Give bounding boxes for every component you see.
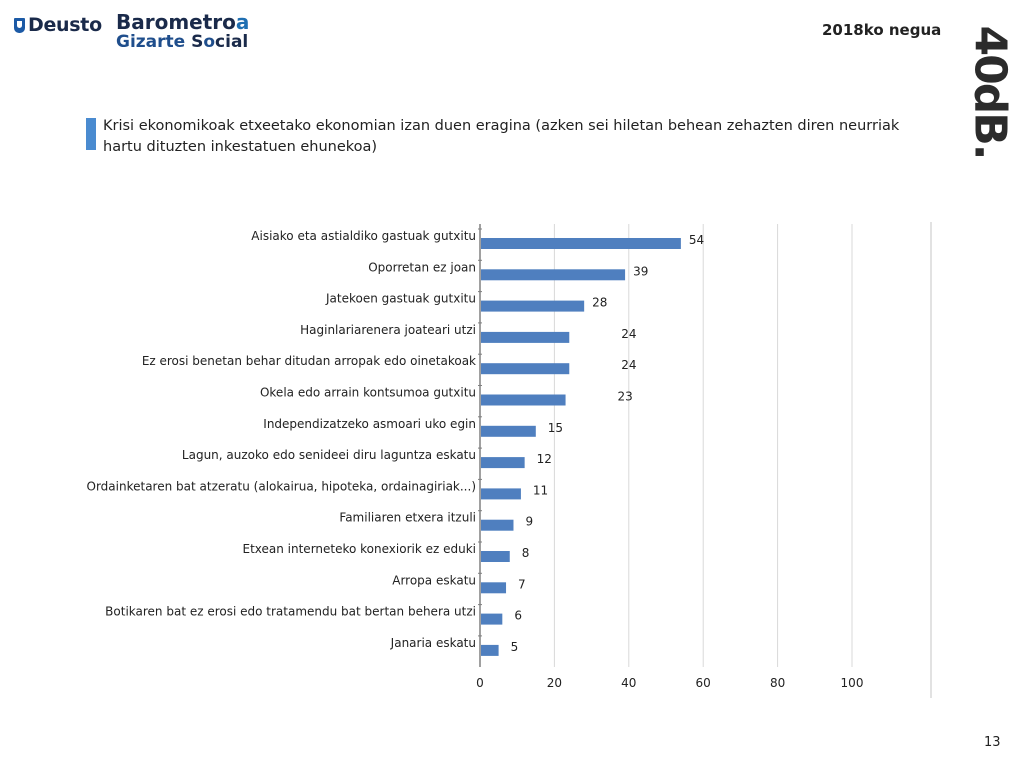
barometro-text: Barometro <box>116 10 236 34</box>
value-label: 7 <box>518 577 526 591</box>
x-tick-label: 80 <box>770 676 785 690</box>
bar <box>481 551 510 562</box>
barometro-logo: Barometroa Gizarte Social <box>116 12 249 51</box>
chart-gridlines <box>478 222 932 698</box>
bar <box>481 238 681 249</box>
value-label: 9 <box>525 515 533 529</box>
chart-x-tick-labels: 0 20 40 60 80 100 <box>476 676 863 690</box>
category-label: Aisiako eta astialdiko gastuak gutxitu <box>251 229 476 243</box>
bar <box>481 488 521 500</box>
deusto-logo: Deusto <box>14 14 102 36</box>
x-tick-label: 0 <box>476 676 484 690</box>
category-label: Ordainketaren bat atzeratu (alokairua, h… <box>87 479 477 493</box>
bar <box>481 519 514 531</box>
category-label: Botikaren bat ez erosi edo tratamendu ba… <box>105 605 476 619</box>
category-label: Janaria eskatu <box>390 636 476 650</box>
slide-title: Krisi ekonomikoak etxeetako ekonomian iz… <box>103 118 900 155</box>
bar <box>481 582 507 594</box>
bar <box>481 457 525 469</box>
bar <box>481 269 626 281</box>
value-label: 11 <box>533 483 548 497</box>
chart-value-labels: 54 39 28 24 24 23 15 12 11 9 8 7 6 5 <box>511 233 705 654</box>
category-label: Okela edo arrain kontsumoa gutxitu <box>260 386 476 400</box>
value-label: 23 <box>618 390 633 404</box>
value-label: 28 <box>592 296 607 310</box>
bar <box>481 331 570 343</box>
chart-category-labels: Aisiako eta astialdiko gastuak gutxitu Op… <box>87 229 477 650</box>
category-label: Jatekoen gastuak gutxitu <box>325 292 476 306</box>
bar <box>481 394 566 406</box>
x-tick-label: 100 <box>841 676 864 690</box>
category-label: Ez erosi benetan behar ditudan arropak e… <box>142 354 476 368</box>
category-label: Oporretan ez joan <box>368 260 476 274</box>
value-label: 24 <box>621 358 636 372</box>
value-label: 12 <box>537 452 552 466</box>
value-label: 54 <box>689 233 704 247</box>
chart-bars <box>481 238 681 656</box>
bar <box>481 363 570 375</box>
value-label: 8 <box>522 546 530 560</box>
category-label: Familiaren etxera itzuli <box>339 511 476 525</box>
bar <box>481 300 585 312</box>
bar <box>481 425 536 437</box>
bar <box>481 644 499 656</box>
deusto-logo-text: Deusto <box>28 14 102 36</box>
x-tick-label: 60 <box>696 676 711 690</box>
category-label: Arropa eskatu <box>392 573 476 587</box>
category-label: Lagun, auzoko edo senideei diru laguntza… <box>182 448 476 462</box>
category-label: Independizatzeko asmoari uko egin <box>263 417 476 431</box>
x-tick-label: 40 <box>621 676 636 690</box>
category-label: Etxean interneteko konexiorik ez eduki <box>242 542 476 556</box>
value-label: 39 <box>633 264 648 278</box>
value-label: 5 <box>511 640 519 654</box>
bar <box>481 613 503 625</box>
x-tick-label: 20 <box>547 676 562 690</box>
gizarte-text: Gizarte <box>116 32 186 52</box>
page-number: 13 <box>984 735 1001 750</box>
social-text-start: S <box>191 32 204 52</box>
value-label: 6 <box>514 609 522 623</box>
period-label: 2018ko negua <box>822 21 942 39</box>
social-text-o: o <box>203 32 216 52</box>
value-label: 24 <box>621 327 636 341</box>
barometro-accent: a <box>235 10 250 34</box>
value-label: 15 <box>548 421 563 435</box>
social-text-end: cial <box>215 32 249 52</box>
deusto-shield-icon <box>14 17 25 33</box>
title-accent-bar <box>86 118 96 150</box>
category-label: Haginlariarenera joateari utzi <box>300 323 476 337</box>
